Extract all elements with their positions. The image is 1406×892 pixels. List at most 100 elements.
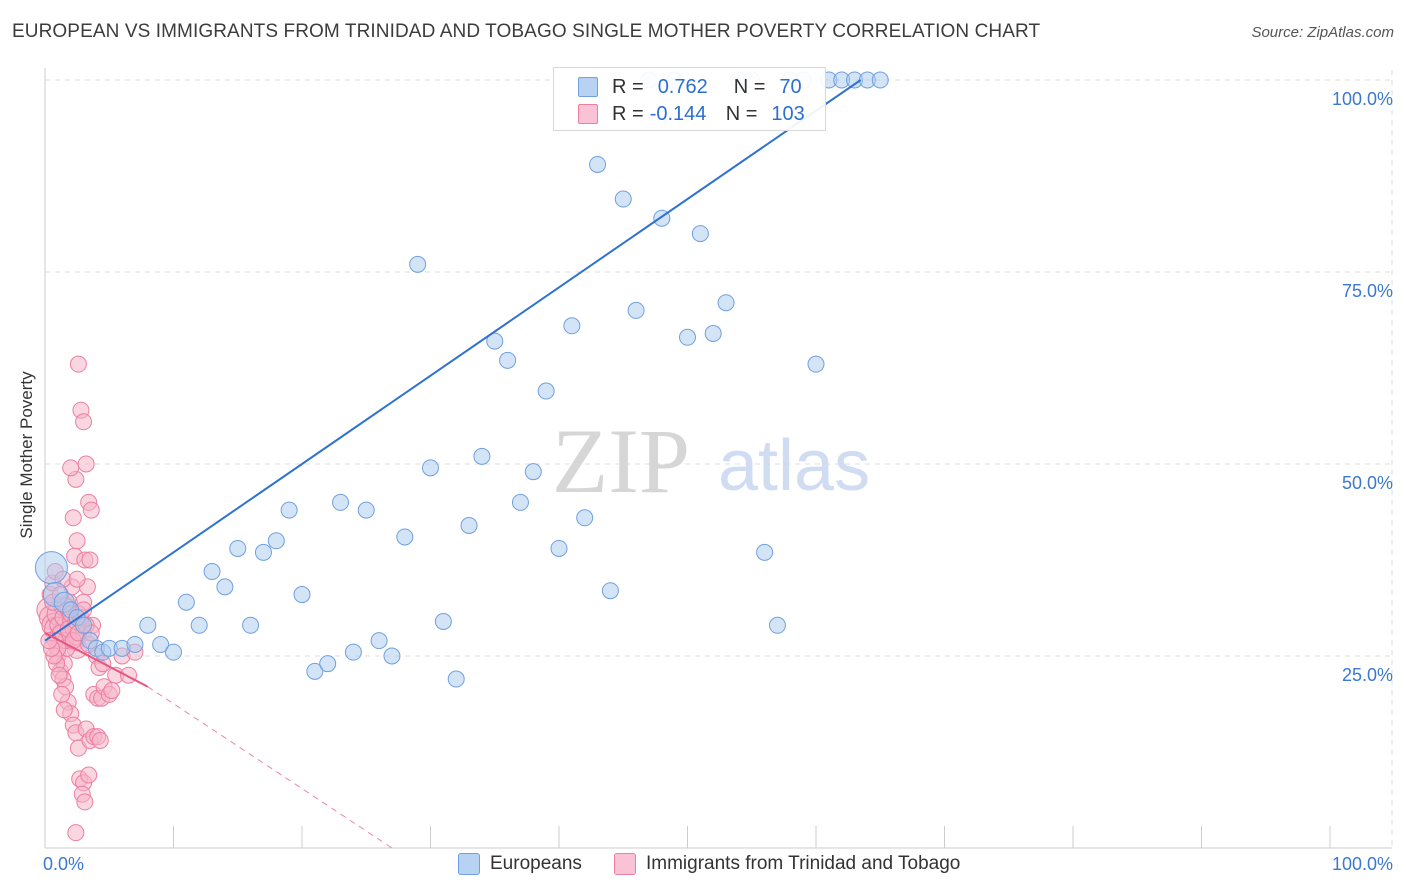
data-point-europeans <box>357 501 375 519</box>
watermark-atlas: atlas <box>718 426 870 506</box>
legend-n-value: 70 <box>779 75 802 98</box>
stats-legend: R = 0.762 N = 70 R = -0.144 N = 103 <box>553 67 826 131</box>
legend-n-label: N = <box>725 102 758 125</box>
legend-n-label: N = <box>733 75 766 98</box>
tick-labels: 25.0% 50.0% 75.0% 100.0% 0.0% 100.0% <box>43 89 1393 874</box>
legend-swatch-europeans <box>578 77 598 97</box>
bottom-legend-swatch-europeans <box>458 853 480 875</box>
data-point-europeans <box>614 190 632 208</box>
data-point-europeans <box>396 528 414 546</box>
data-point-immigrants <box>68 570 86 588</box>
chart-title: EUROPEAN VS IMMIGRANTS FROM TRINIDAD AND… <box>12 21 1041 42</box>
y-tick-label: 50.0% <box>1342 473 1393 493</box>
data-point-immigrants <box>67 824 85 842</box>
data-point-europeans <box>216 578 234 596</box>
data-point-europeans <box>807 355 825 373</box>
data-point-europeans <box>756 543 774 561</box>
data-point-europeans <box>460 516 478 534</box>
data-point-immigrants <box>81 551 99 569</box>
data-point-europeans <box>486 332 504 350</box>
data-point-europeans <box>126 635 144 653</box>
data-point-immigrants <box>50 666 68 684</box>
data-point-europeans <box>370 632 388 650</box>
gridlines <box>45 70 1393 848</box>
data-point-europeans <box>34 551 68 585</box>
data-point-europeans <box>229 539 247 557</box>
bottom-legend-immigrants[interactable]: Immigrants from Trinidad and Tobago <box>614 852 960 876</box>
trendline-europeans <box>44 79 862 642</box>
data-point-europeans <box>152 635 170 653</box>
data-point-immigrants <box>55 701 73 719</box>
data-point-europeans <box>319 655 337 673</box>
bottom-legend-europeans[interactable]: Europeans <box>458 852 582 876</box>
data-point-europeans <box>177 593 195 611</box>
data-point-europeans <box>75 616 93 634</box>
data-point-europeans <box>499 351 517 369</box>
data-point-europeans <box>550 539 568 557</box>
legend-row-europeans: R = 0.762 N = 70 <box>578 74 802 100</box>
trendlines <box>44 79 862 849</box>
data-point-europeans <box>768 616 786 634</box>
data-point-immigrants <box>64 509 82 527</box>
axes <box>44 68 1392 849</box>
trendline-immigrants-extension <box>147 686 393 849</box>
y-tick-label: 100.0% <box>1332 89 1393 109</box>
bottom-legend-label-immigrants: Immigrants from Trinidad and Tobago <box>646 853 961 874</box>
data-point-europeans <box>203 563 221 581</box>
data-point-europeans <box>293 586 311 604</box>
trendline-immigrants <box>44 632 149 688</box>
data-point-europeans <box>627 301 645 319</box>
data-point-europeans <box>563 317 581 335</box>
data-point-europeans <box>422 459 439 477</box>
legend-r-label: R = <box>612 75 644 98</box>
data-point-europeans <box>601 582 619 600</box>
source-credit: Source: ZipAtlas.com <box>1251 24 1394 41</box>
data-point-europeans <box>434 612 452 630</box>
data-point-europeans <box>473 447 491 465</box>
data-point-europeans <box>280 501 298 519</box>
data-point-europeans <box>306 662 324 680</box>
data-point-europeans <box>165 643 182 661</box>
x-tick-label: 0.0% <box>43 854 84 874</box>
legend-r-label: R = <box>612 102 644 125</box>
data-point-immigrants <box>80 766 98 784</box>
data-point-immigrants <box>91 731 109 749</box>
data-point-immigrants <box>68 532 86 550</box>
watermark-zip: ZIP <box>552 410 690 512</box>
bottom-legend-label-europeans: Europeans <box>490 853 582 874</box>
data-point-immigrants <box>53 685 71 703</box>
data-point-immigrants <box>82 501 100 519</box>
legend-swatch-immigrants <box>578 104 598 124</box>
data-point-europeans <box>267 532 285 550</box>
legend-row-immigrants: R = -0.144 N = 103 <box>578 101 805 127</box>
data-point-immigrants <box>69 355 87 373</box>
data-point-europeans <box>524 463 542 481</box>
data-point-europeans <box>871 71 889 89</box>
data-point-immigrants <box>103 682 121 700</box>
data-point-immigrants <box>77 455 95 473</box>
data-point-europeans <box>511 493 529 511</box>
europeans-series <box>34 71 889 688</box>
data-point-europeans <box>537 382 555 400</box>
data-point-europeans <box>704 324 722 342</box>
data-point-immigrants <box>120 666 138 684</box>
legend-r-value: 0.762 <box>657 75 708 98</box>
bottom-legend-swatch-immigrants <box>614 853 636 875</box>
data-point-europeans <box>242 616 260 634</box>
data-point-immigrants <box>62 459 80 477</box>
legend-n-value: 103 <box>771 102 805 125</box>
data-point-europeans <box>190 616 208 634</box>
data-point-immigrants <box>75 413 93 431</box>
data-point-europeans <box>383 647 401 665</box>
data-point-europeans <box>409 255 427 273</box>
data-point-europeans <box>691 225 709 243</box>
data-point-europeans <box>576 509 594 527</box>
data-point-europeans <box>679 328 696 346</box>
y-tick-label: 25.0% <box>1342 665 1393 685</box>
data-point-europeans <box>332 493 350 511</box>
data-point-europeans <box>717 294 735 312</box>
y-tick-label: 75.0% <box>1342 281 1393 301</box>
data-point-europeans <box>344 643 362 661</box>
data-point-europeans <box>254 543 272 561</box>
